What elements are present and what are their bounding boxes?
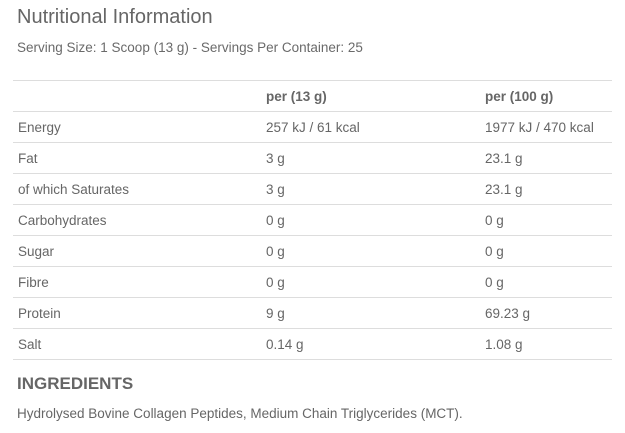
nutrient-name: Energy [13,111,261,143]
table-header-row: per (13 g) per (100 g) [13,80,612,112]
per-100g-value: 0 g [480,235,612,267]
nutrient-name: Sugar [13,235,261,267]
per-100g-value: 23.1 g [480,142,612,174]
per-serving-value: 9 g [261,297,480,329]
per-100g-value: 0 g [480,204,612,236]
per-serving-value: 0.14 g [261,328,480,360]
per-serving-value: 0 g [261,266,480,298]
table-row: Fat 3 g 23.1 g [13,142,612,174]
per-serving-value: 3 g [261,142,480,174]
table-row: Salt 0.14 g 1.08 g [13,328,612,360]
per-100g-value: 69.23 g [480,297,612,329]
table-row: of which Saturates 3 g 23.1 g [13,173,612,205]
nutrient-name: of which Saturates [13,173,261,205]
page-title: Nutritional Information [17,6,213,28]
ingredients-heading: INGREDIENTS [17,374,134,393]
per-serving-value: 3 g [261,173,480,205]
nutrient-name: Salt [13,328,261,360]
nutrition-table: per (13 g) per (100 g) Energy 257 kJ / 61… [13,80,612,360]
per-100g-value: 1977 kJ / 470 kcal [480,111,612,143]
header-per-serving: per (13 g) [261,80,480,112]
per-100g-value: 1.08 g [480,328,612,360]
header-per-100g: per (100 g) [480,80,612,112]
nutrient-name: Carbohydrates [13,204,261,236]
serving-info: Serving Size: 1 Scoop (13 g) - Servings … [17,40,363,55]
per-serving-value: 257 kJ / 61 kcal [261,111,480,143]
nutrient-name: Fibre [13,266,261,298]
header-nutrient [13,80,261,112]
nutrient-name: Protein [13,297,261,329]
ingredients-text: Hydrolysed Bovine Collagen Peptides, Med… [17,406,463,421]
per-100g-value: 0 g [480,266,612,298]
table-row: Protein 9 g 69.23 g [13,297,612,329]
nutrient-name: Fat [13,142,261,174]
per-100g-value: 23.1 g [480,173,612,205]
table-row: Energy 257 kJ / 61 kcal 1977 kJ / 470 kcal [13,111,612,143]
per-serving-value: 0 g [261,204,480,236]
per-serving-value: 0 g [261,235,480,267]
